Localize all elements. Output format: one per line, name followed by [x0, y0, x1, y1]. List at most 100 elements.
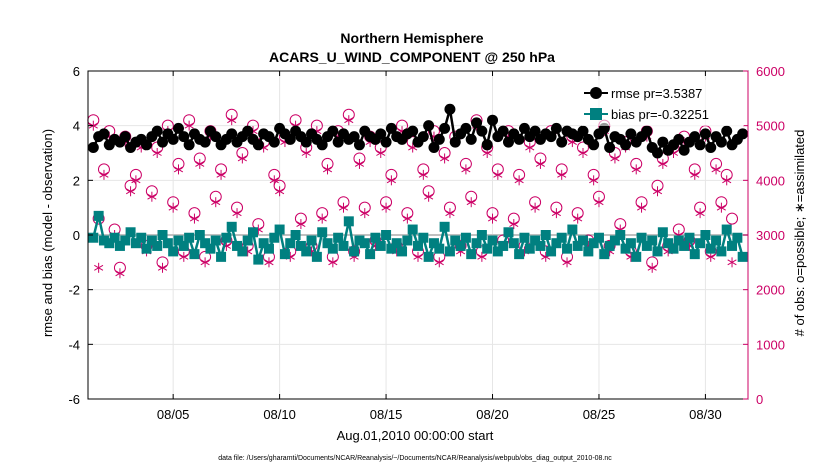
bias-point [354, 235, 365, 246]
bias-point [109, 232, 120, 243]
y-tick-label: -4 [68, 337, 80, 352]
x-axis-ticks: 08/05 08/10 08/15 08/20 08/25 08/30 [157, 71, 722, 422]
bias-point [370, 232, 381, 243]
bias-point [130, 238, 141, 249]
bias-point [673, 235, 684, 246]
bias-point [173, 235, 184, 246]
bias-point [620, 243, 631, 254]
rmse-point [252, 139, 264, 151]
rmse-point [529, 125, 541, 137]
bias-point [636, 232, 647, 243]
assimilated-obs-point [562, 257, 572, 268]
bias-point [210, 235, 221, 246]
assimilated-obs-point [551, 208, 561, 219]
rmse-point [316, 139, 328, 151]
bias-point [263, 243, 274, 254]
rmse-point [502, 136, 514, 148]
rmse-point [226, 128, 238, 140]
rmse-point [518, 122, 530, 134]
assimilated-obs-point [269, 175, 279, 186]
rmse-point [487, 114, 499, 126]
assimilated-obs-point [487, 213, 498, 224]
rmse-point [715, 136, 727, 148]
bias-point [386, 243, 397, 254]
bias-point [657, 227, 668, 238]
rmse-point [699, 128, 711, 140]
bias-point [689, 249, 700, 260]
rmse-point [199, 136, 211, 148]
bias-point [418, 232, 429, 243]
bias-point [482, 243, 493, 254]
assimilated-obs-point [126, 186, 136, 197]
assimilated-obs-point [227, 115, 237, 126]
bias-point [546, 246, 557, 257]
bias-point [450, 235, 461, 246]
rmse-point [423, 120, 435, 132]
assimilated-obs-point [115, 268, 125, 279]
bias-point [625, 238, 636, 249]
bias-point [530, 235, 541, 246]
legend-box [582, 80, 744, 126]
bias-point [141, 243, 152, 254]
bias-point [285, 238, 296, 249]
assimilated-obs-point [445, 208, 455, 219]
bias-point [700, 230, 711, 240]
rmse-point [300, 136, 312, 148]
assimilated-obs-point [477, 251, 487, 262]
rmse-point [284, 133, 296, 145]
bias-point [439, 221, 450, 232]
assimilated-obs-point [424, 191, 434, 202]
assimilated-obs-point [264, 257, 274, 268]
chart-subtitle: ACARS_U_WIND_COMPONENT @ 250 hPa [269, 49, 555, 65]
assimilated-obs-point [354, 158, 365, 169]
rmse-point [439, 122, 451, 134]
bias-point [248, 227, 258, 238]
assimilated-obs-point [275, 186, 285, 197]
bias-point [705, 243, 716, 254]
bias-point [274, 224, 285, 235]
assimilated-obs-point [152, 148, 162, 158]
rmse-point [460, 122, 472, 134]
assimilated-obs-point [344, 115, 354, 126]
assimilated-obs-point [195, 158, 205, 169]
rmse-point [210, 131, 222, 143]
bias-point [652, 246, 663, 257]
x-tick-label: 08/05 [157, 407, 190, 422]
rmse-point [172, 122, 184, 134]
bias-point [88, 232, 99, 243]
bias-point [572, 240, 583, 251]
rmse-point [353, 139, 365, 151]
bias-point [524, 243, 535, 254]
possible-obs-point [726, 212, 739, 225]
rmse-point [327, 125, 339, 137]
y-axis-ticks: -6 -4 -2 0 2 4 6 [68, 64, 93, 407]
bias-point [444, 246, 455, 257]
assimilated-obs-point [360, 208, 370, 219]
rmse-point [577, 125, 589, 137]
rmse-point [268, 136, 280, 148]
x-axis-label: Aug.01,2010 00:00:00 start [337, 428, 494, 443]
rmse-point [119, 131, 131, 143]
assimilated-obs-point [636, 202, 647, 213]
bias-point [423, 251, 434, 262]
bias-point [343, 216, 354, 227]
assimilated-obs-point [301, 148, 311, 158]
rmse-point [141, 139, 153, 151]
legend-bias-label: bias pr=-0.32251 [611, 107, 709, 122]
bias-point [711, 235, 722, 246]
assimilated-obs-point [652, 186, 663, 197]
assimilated-obs-point [695, 208, 705, 219]
bias-point [647, 235, 658, 246]
assimilated-obs-point [434, 257, 444, 268]
bias-point [189, 249, 200, 260]
bias-point [583, 246, 594, 257]
assimilated-obs-point [711, 164, 721, 175]
y-axis-right-label: # of obs: o=possible; ∗=assimilated [792, 130, 807, 337]
rmse-point [620, 139, 632, 151]
footnote: data file: /Users/gharamti/Documents/NCA… [218, 455, 612, 462]
rmse-point [689, 131, 701, 143]
bias-point [136, 232, 147, 243]
assimilated-obs-point [631, 164, 641, 175]
assimilated-obs-point [99, 169, 109, 180]
assimilated-obs-point [589, 175, 599, 186]
